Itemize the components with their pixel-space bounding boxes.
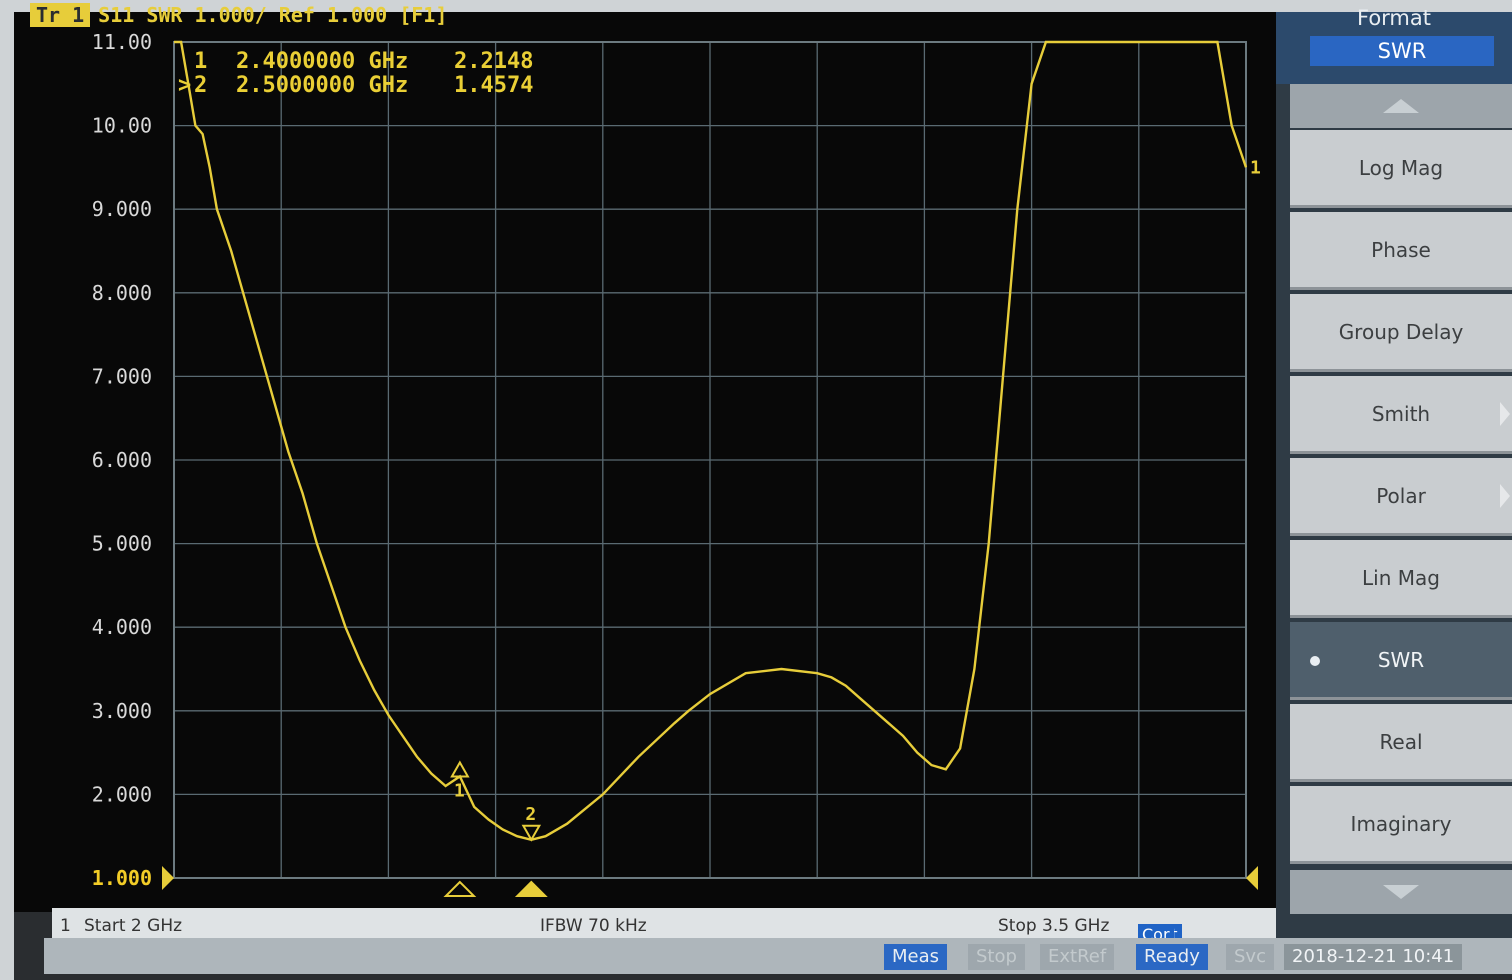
instrument-status-bar: Meas Stop ExtRef Ready Svc 2018-12-21 10… [44, 938, 1512, 974]
marker-readout-frequency: 2.4000000 GHz [236, 49, 408, 74]
status-stop: Stop [968, 944, 1025, 970]
softkey-smith[interactable]: Smith [1290, 376, 1512, 454]
y-tick-label: 8.000 [92, 281, 152, 305]
y-tick-label: 5.000 [92, 532, 152, 556]
marker-readout-prefix: > [178, 73, 191, 98]
status-meas[interactable]: Meas [884, 944, 948, 970]
marker-readout-frequency: 2.5000000 GHz [236, 73, 408, 98]
y-tick-label: 10.00 [92, 114, 152, 138]
softkey-menu-header[interactable]: Format SWR [1276, 6, 1512, 84]
arrow-up-icon [1383, 99, 1419, 113]
plot-panel: Tr 1 S11 SWR 1.000/ Ref 1.000 [F1] 11.00 1… [14, 3, 1276, 912]
menu-title: Format [1356, 6, 1431, 30]
marker-1-label: 1 [454, 780, 465, 801]
menu-current-format: SWR [1310, 36, 1494, 66]
y-tick-label: 1.000 [92, 866, 152, 890]
softkey-label: Lin Mag [1362, 565, 1440, 590]
y-tick-label: 7.000 [92, 364, 152, 388]
marker-1-stimulus-icon[interactable] [443, 880, 477, 897]
softkey-label: Group Delay [1338, 319, 1464, 344]
marker-readout-value: 2.2148 [454, 49, 533, 74]
softkey-label: Real [1379, 729, 1423, 754]
y-tick-label: 6.000 [92, 448, 152, 472]
softkey-log-mag[interactable]: Log Mag [1290, 130, 1512, 208]
reference-level-right-icon [1246, 866, 1258, 890]
reference-level-left-icon [162, 866, 174, 890]
swr-trace-line[interactable] [174, 40, 1248, 842]
status-svc: Svc [1226, 944, 1274, 970]
y-tick-label: 3.000 [92, 699, 152, 723]
trace-header[interactable]: Tr 1 S11 SWR 1.000/ Ref 1.000 [F1] [30, 3, 447, 27]
radio-dot-icon [1310, 656, 1320, 666]
ifbw-setting[interactable]: IFBW 70 kHz [540, 916, 647, 936]
plot-frame [173, 41, 1247, 879]
softkey-scroll-down-button[interactable] [1290, 870, 1512, 914]
status-datetime: 2018-12-21 10:41 [1284, 944, 1463, 970]
softkey-lin-mag[interactable]: Lin Mag [1290, 540, 1512, 618]
marker-readout-number[interactable]: 1 [194, 49, 207, 74]
y-tick-label: 2.000 [92, 782, 152, 806]
softkey-label: Polar [1376, 483, 1426, 508]
softkey-label: Smith [1371, 401, 1431, 426]
softkey-real[interactable]: Real [1290, 704, 1512, 782]
y-tick-label: 9.000 [92, 197, 152, 221]
softkey-label: Log Mag [1358, 155, 1444, 180]
channel-number: 1 [60, 916, 71, 936]
softkey-swr[interactable]: SWR [1290, 622, 1512, 700]
softkey-label: Imaginary [1350, 811, 1452, 836]
status-ready: Ready [1136, 944, 1208, 970]
softkey-menu: Format SWR Log Mag Phase Group Delay Smith P… [1276, 6, 1512, 938]
softkey-polar[interactable]: Polar [1290, 458, 1512, 536]
marker-1-icon[interactable] [450, 760, 470, 778]
softkey-label: Phase [1371, 237, 1431, 262]
start-frequency[interactable]: Start 2 GHz [84, 916, 183, 936]
submenu-arrow-icon [1500, 402, 1510, 426]
arrow-down-icon [1383, 885, 1419, 899]
marker-2-label: 2 [525, 804, 536, 825]
marker-2-stimulus-icon[interactable] [514, 880, 548, 897]
marker-readout-value: 1.4574 [454, 73, 533, 98]
submenu-arrow-icon [1500, 484, 1510, 508]
stop-frequency[interactable]: Stop 3.5 GHz [998, 916, 1110, 936]
status-extref: ExtRef [1040, 944, 1115, 970]
softkey-phase[interactable]: Phase [1290, 212, 1512, 290]
trace-tag[interactable]: Tr 1 [30, 3, 91, 27]
softkey-imaginary[interactable]: Imaginary [1290, 786, 1512, 864]
trace-header-text: S11 SWR 1.000/ Ref 1.000 [F1] [98, 3, 448, 27]
y-tick-label: 11.00 [92, 30, 152, 54]
analyzer-screen: Tr 1 S11 SWR 1.000/ Ref 1.000 [F1] 11.00 1… [14, 3, 1512, 980]
y-tick-label: 4.000 [92, 615, 152, 639]
swr-chart[interactable]: 11.00 10.00 9.000 8.000 7.000 6.000 5.000 4.000… [14, 12, 1276, 912]
trace-end-label: 1 [1250, 157, 1261, 178]
softkey-label: SWR [1377, 647, 1425, 672]
marker-2-icon[interactable] [521, 824, 542, 842]
softkey-scroll-up-button[interactable] [1290, 84, 1512, 128]
softkey-group-delay[interactable]: Group Delay [1290, 294, 1512, 372]
marker-readout-number[interactable]: 2 [194, 73, 207, 98]
